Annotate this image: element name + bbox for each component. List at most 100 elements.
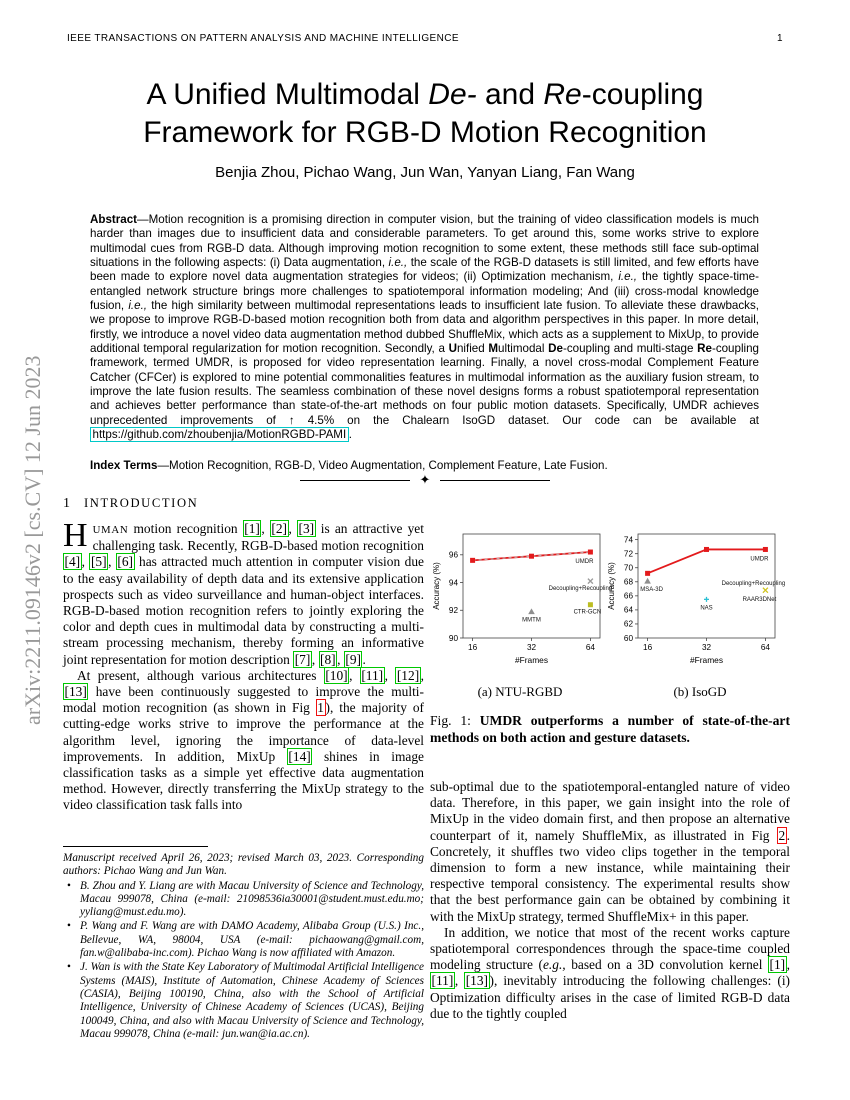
- paper-title: A Unified Multimodal De- and Re-coupling…: [0, 76, 850, 152]
- figure-1: 90 92 94 96 16 32 64 #Frames Accuracy (%) UMDR Dec…: [430, 528, 790, 746]
- svg-text:66: 66: [624, 592, 634, 601]
- text-run: ,: [420, 667, 425, 683]
- chart-isogd: 60 62 64 66 68 70 72 74 16 32 64 #Frames Accuracy (%…: [607, 533, 785, 665]
- text-run: M: [488, 342, 499, 356]
- svg-text:32: 32: [702, 643, 712, 652]
- svg-text:#Frames: #Frames: [515, 655, 548, 665]
- svg-text:MMTM: MMTM: [522, 618, 541, 624]
- svg-text:72: 72: [624, 549, 634, 558]
- text-run: i.e.,: [388, 256, 408, 270]
- footnote-item: • J. Wan is with the State Key Laborator…: [63, 961, 424, 1041]
- text-run: .: [348, 428, 352, 442]
- text-run: At present, although various architectur…: [77, 667, 324, 683]
- citation-link[interactable]: [7]: [293, 650, 312, 668]
- svg-text:RAAR3DNet: RAAR3DNet: [743, 597, 777, 603]
- text-run: nified: [456, 342, 489, 356]
- drop-cap: H: [63, 517, 88, 554]
- text-run: ,: [108, 554, 116, 570]
- text-run: the high similarity between multimodal r…: [90, 299, 759, 356]
- figure-1-subcaptions: (a) NTU-RGBD (b) IsoGD: [430, 684, 790, 700]
- svg-text:70: 70: [624, 564, 634, 573]
- text-run: ,: [311, 651, 319, 667]
- svg-text:NAS: NAS: [700, 605, 712, 611]
- text-run: Re: [543, 78, 582, 111]
- citation-link[interactable]: [1]: [242, 520, 262, 537]
- text-run: Fig. 1:: [430, 713, 480, 728]
- text-run: De-: [428, 78, 477, 111]
- text-run: sub-optimal due to the spatiotemporal-en…: [430, 779, 790, 843]
- body-paragraph-continuation: sub-optimal due to the spatiotemporal-en…: [430, 779, 790, 925]
- citation-link[interactable]: [2]: [269, 520, 289, 537]
- citation-link[interactable]: [5]: [89, 553, 109, 571]
- citation-link[interactable]: [6]: [115, 553, 135, 571]
- svg-text:16: 16: [468, 643, 478, 652]
- text-run: based on a 3D convolution kernel: [565, 957, 769, 973]
- citation-link[interactable]: [4]: [63, 553, 82, 571]
- text-run: -coupling: [581, 78, 704, 111]
- text-run: ), the majority of cutting-edge works st…: [63, 700, 424, 764]
- citation-link[interactable]: [13]: [464, 972, 490, 990]
- text-run: ,: [81, 554, 90, 570]
- text-run: motion recognition: [128, 521, 243, 536]
- text-run: e.g.,: [542, 957, 566, 973]
- svg-text:#Frames: #Frames: [690, 655, 723, 665]
- citation-link[interactable]: [9]: [343, 650, 363, 668]
- footnote-item: • P. Wang and F. Wang are with DAMO Acad…: [63, 920, 424, 960]
- citation-link[interactable]: [3]: [297, 520, 316, 537]
- citation-link[interactable]: [11]: [359, 666, 385, 684]
- text-run: U: [448, 342, 457, 356]
- bullet-icon: •: [67, 920, 71, 933]
- text-run: has attracted much attention in computer…: [63, 554, 424, 667]
- text-run: and: [476, 78, 544, 111]
- text-run: ,: [454, 973, 465, 989]
- text-run: .: [362, 651, 366, 667]
- text-run: ,: [786, 957, 790, 973]
- text-run: A Unified Multimodal: [146, 78, 429, 111]
- subcaption-b: (b) IsoGD: [673, 684, 727, 699]
- footnote-rule: [63, 846, 208, 847]
- citation-link[interactable]: [12]: [395, 666, 421, 684]
- code-url-link[interactable]: https://github.com/zhoubenjia/MotionRGBD…: [90, 427, 349, 443]
- bullet-icon: •: [67, 961, 71, 974]
- text-run: i.e.,: [618, 270, 638, 284]
- text-run: Abstract: [90, 213, 138, 226]
- svg-text:64: 64: [761, 643, 771, 652]
- left-column: 1 INTRODUCTION H UMAN motion recognition […: [63, 496, 424, 814]
- svg-text:Decoupling+Recoupling: Decoupling+Recoupling: [722, 581, 786, 587]
- text-run: —Motion recognition is a promising direc…: [90, 213, 759, 270]
- text-run: have been continuously suggested to impr…: [63, 684, 424, 716]
- svg-text:64: 64: [586, 643, 596, 652]
- paper-title-line2: Framework for RGB-D Motion Recognition: [143, 116, 707, 149]
- text-run: -coupling framework, termed UMDR, is pro…: [90, 342, 760, 427]
- svg-text:62: 62: [624, 620, 634, 629]
- figure-1-charts: 90 92 94 96 16 32 64 #Frames Accuracy (%) UMDR Dec…: [430, 528, 790, 678]
- svg-text:64: 64: [624, 606, 634, 615]
- text-run: ,: [349, 667, 360, 683]
- svg-text:74: 74: [624, 535, 634, 544]
- arxiv-watermark: arXiv:2211.09146v2 [cs.CV] 12 Jun 2023: [20, 355, 45, 725]
- footnote-item: • B. Zhou and Y. Liang are with Macau Un…: [63, 880, 424, 920]
- citation-link[interactable]: [13]: [63, 683, 89, 701]
- footnote-item-text: P. Wang and F. Wang are with DAMO Academ…: [80, 920, 424, 960]
- citation-link[interactable]: [1]: [768, 956, 787, 974]
- text-run: ,: [384, 667, 396, 683]
- citation-link[interactable]: [11]: [430, 972, 455, 990]
- right-column: sub-optimal due to the spatiotemporal-en…: [430, 779, 790, 1022]
- paper-title-line1: A Unified Multimodal De- and Re-coupling: [0, 76, 850, 114]
- text-run: ), inevitably introducing the following …: [430, 973, 790, 1021]
- subcaption-a: (a) NTU-RGBD: [477, 684, 563, 699]
- citation-link[interactable]: [10]: [323, 666, 350, 684]
- svg-text:68: 68: [624, 578, 634, 587]
- text-run: ,: [261, 521, 270, 536]
- citation-link[interactable]: [8]: [318, 650, 338, 668]
- citation-link[interactable]: [14]: [286, 747, 313, 765]
- body-paragraph-2: In addition, we notice that most of the …: [430, 925, 790, 1022]
- svg-text:96: 96: [449, 551, 459, 560]
- diamond-icon: ✦: [419, 472, 431, 487]
- figure-ref-link[interactable]: 2: [776, 826, 787, 844]
- figure-ref-link[interactable]: 1: [315, 699, 326, 717]
- svg-text:32: 32: [527, 643, 537, 652]
- text-run: —Motion Recognition, RGB-D, Video Augmen…: [157, 459, 608, 472]
- text-run: the scale of the RGB-D datasets is still…: [90, 256, 759, 284]
- footnote-manuscript: Manuscript received April 26, 2023; revi…: [63, 852, 424, 878]
